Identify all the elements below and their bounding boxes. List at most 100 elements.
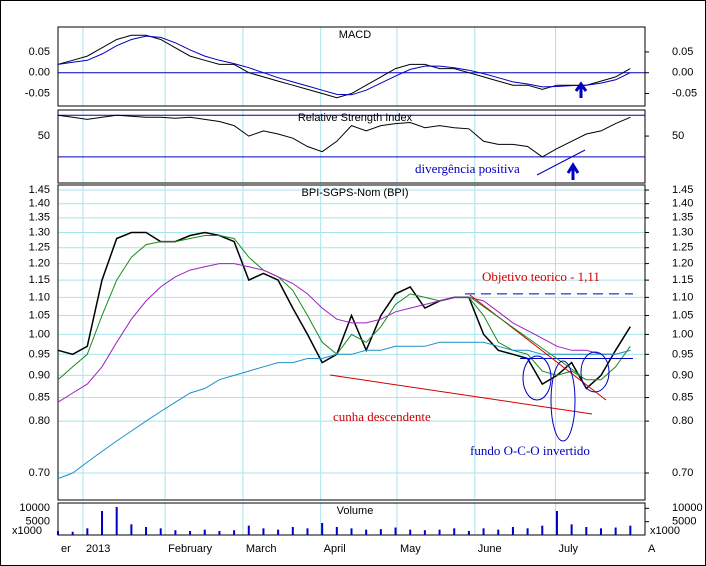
volume-bar — [115, 507, 118, 535]
volume-bar — [511, 527, 514, 535]
head-ellipse — [550, 360, 576, 442]
volume-bar — [57, 531, 59, 535]
y-tick-label-right: 1.40 — [672, 198, 693, 210]
panel-border — [57, 26, 646, 107]
volume-bar — [585, 527, 588, 535]
volume-bar — [555, 511, 558, 535]
y-tick-label-right: -0.05 — [672, 87, 697, 99]
y-tick-label: 1.40 — [29, 198, 50, 210]
volume-bar — [497, 529, 500, 535]
volume-bar — [614, 527, 617, 535]
panel-border — [57, 184, 646, 501]
wedge-line — [329, 374, 593, 415]
shoulder-ellipse — [522, 355, 552, 401]
volume-bar — [277, 529, 280, 535]
x-tick-label: er — [61, 543, 71, 555]
y-tick-label-right: 1.15 — [672, 274, 693, 286]
unit-label-right: x1000 — [650, 525, 680, 537]
y-tick-label: 1.20 — [29, 257, 50, 269]
volume-bar — [218, 531, 221, 535]
volume-bar — [423, 530, 426, 535]
volume-bar — [335, 527, 338, 535]
volume-bar — [101, 511, 104, 535]
y-tick-label: -0.05 — [25, 87, 50, 99]
y-tick-label: 1.15 — [29, 274, 50, 286]
series-line — [57, 231, 631, 390]
volume-bar — [438, 529, 441, 535]
volume-bar — [321, 523, 324, 535]
x-tick-label: June — [478, 543, 502, 555]
y-tick-label-right: 0.85 — [672, 391, 693, 403]
volume-bar — [233, 530, 236, 535]
annotation: cunha descendente — [333, 409, 431, 424]
volume-bar — [189, 531, 192, 535]
x-tick-label: A — [648, 543, 656, 555]
volume-bar — [467, 531, 470, 535]
panel-title: BPI-SGPS-Nom (BPI) — [302, 187, 409, 199]
y-tick-label: 0.85 — [29, 391, 50, 403]
volume-bar — [247, 525, 250, 535]
volume-bar — [629, 525, 632, 535]
volume-bar — [409, 529, 412, 535]
x-tick-label: April — [324, 543, 346, 555]
volume-bar — [203, 529, 206, 535]
volume-bar — [291, 527, 294, 535]
volume-bar — [350, 528, 353, 535]
y-tick-label-right: 1.10 — [672, 291, 693, 303]
volume-bar — [262, 528, 265, 535]
y-tick-label-right: 1.00 — [672, 328, 693, 340]
series-line — [57, 34, 631, 99]
y-tick-label: 1.25 — [29, 242, 50, 254]
annotation: fundo O-C-O invertido — [470, 443, 590, 458]
volume-bar — [541, 525, 544, 535]
y-tick-label: 50 — [38, 130, 50, 142]
y-tick-label-right: 0.90 — [672, 369, 693, 381]
y-tick-label-right: 50 — [672, 130, 684, 142]
volume-bar — [174, 530, 177, 535]
volume-bar — [453, 528, 456, 535]
series-line — [57, 341, 631, 480]
unit-label: x1000 — [12, 525, 42, 537]
volume-bar — [599, 528, 602, 535]
x-tick-label: February — [168, 543, 213, 555]
y-tick-label-right: 1.25 — [672, 242, 693, 254]
volume-bar — [86, 528, 89, 535]
panels: 0.05 0.05 0.00 0.00 -0.05 -0.05 MACD 50 50 Relati… — [12, 26, 703, 555]
y-tick-label-right: 10000 — [672, 502, 703, 514]
panel-title: Relative Strength Index — [298, 112, 413, 124]
x-tick-label: March — [246, 543, 277, 555]
y-tick-label: 0.05 — [29, 46, 50, 58]
x-tick-label: May — [400, 543, 421, 555]
trend-line — [469, 296, 581, 376]
y-tick-label-right: 0.70 — [672, 467, 693, 479]
y-tick-label: 0.00 — [29, 67, 50, 79]
y-tick-label: 1.45 — [29, 184, 50, 196]
divergence-line — [536, 149, 586, 176]
y-tick-label-right: 1.20 — [672, 257, 693, 269]
y-tick-label: 1.35 — [29, 212, 50, 224]
y-tick-label-right: 1.35 — [672, 212, 693, 224]
y-tick-label: 0.90 — [29, 369, 50, 381]
volume-bar — [71, 531, 74, 535]
volume-bar — [482, 528, 485, 535]
volume-bar — [365, 529, 368, 535]
y-tick-label-right: 0.95 — [672, 348, 693, 360]
volume-bar — [145, 527, 148, 535]
volume-bar — [306, 528, 309, 535]
volume-bar — [379, 529, 382, 535]
x-tick-label: July — [558, 543, 578, 555]
y-tick-label-right: 0.80 — [672, 415, 693, 427]
y-tick-label: 0.80 — [29, 415, 50, 427]
annotation: divergência positiva — [415, 161, 520, 176]
y-tick-label: 10000 — [19, 502, 50, 514]
panel-title: MACD — [339, 29, 371, 41]
series-line — [57, 35, 631, 96]
panel-title: Volume — [337, 505, 374, 517]
arrow — [574, 81, 588, 98]
y-tick-label-right: 5000 — [672, 516, 696, 528]
shoulder-ellipse — [580, 351, 610, 393]
x-tick-label: 2013 — [86, 543, 110, 555]
series-line — [57, 235, 631, 381]
y-tick-label: 1.30 — [29, 226, 50, 238]
